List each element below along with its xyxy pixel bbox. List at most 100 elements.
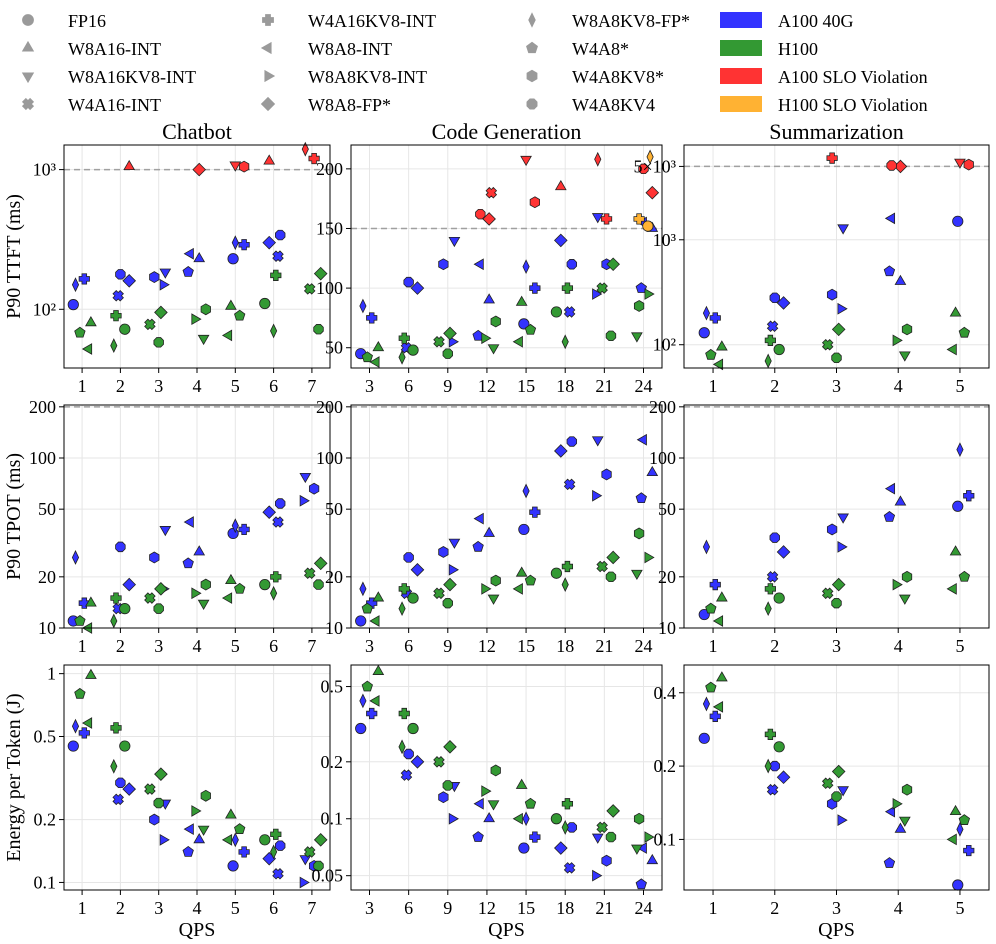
data-point: [112, 793, 124, 806]
x-tick-label: 4: [193, 898, 202, 918]
data-point: [554, 841, 568, 855]
x-tick-label: 7: [307, 636, 316, 656]
data-point: [591, 436, 604, 447]
data-point: [702, 539, 711, 555]
axes-frame: [350, 664, 663, 891]
y-tick-label: 50: [658, 499, 676, 519]
data-point: [403, 552, 414, 563]
x-axis-label: QPS: [179, 919, 216, 941]
data-point: [448, 538, 461, 549]
data-point: [901, 783, 913, 796]
data-point: [448, 237, 461, 248]
data-point: [398, 349, 406, 365]
data-point: [837, 814, 848, 827]
data-point: [561, 577, 569, 593]
x-tick-label: 4: [193, 636, 202, 656]
y-tick-label: 0.4: [654, 683, 677, 703]
data-point: [705, 602, 717, 614]
data-point: [561, 560, 574, 573]
data-point: [200, 789, 211, 802]
data-point: [512, 582, 523, 595]
panel-r0-c1: 3 6 9 12 15 18 21 24 50 100 150 200 Code Generation: [316, 119, 663, 396]
x-tick-label: 18: [556, 636, 574, 656]
data-point: [837, 513, 849, 524]
x-tick-label: 2: [116, 636, 125, 656]
y-tick-label: 10²: [653, 335, 676, 355]
data-point: [144, 318, 156, 331]
data-point: [594, 151, 602, 167]
data-point: [303, 283, 316, 295]
data-point: [592, 489, 603, 502]
data-point: [563, 862, 576, 874]
data-point: [122, 577, 137, 592]
panel-r2-c2: 1 2 3 4 5 0.1 0.2 0.4 QPS: [654, 664, 990, 941]
data-point: [263, 154, 276, 165]
data-point: [67, 299, 79, 311]
data-point: [631, 569, 643, 580]
plus-marker-icon: [262, 14, 274, 26]
data-point: [515, 778, 528, 789]
triangle-down-marker-icon: [21, 72, 35, 84]
data-point: [596, 821, 608, 834]
data-point: [892, 797, 903, 810]
data-point: [831, 791, 842, 802]
legend-label: H100 SLO Violation: [778, 95, 928, 115]
data-point: [154, 305, 168, 320]
panel-r2-c1: 3 6 9 12 15 18 21 24 0.05 0.1 0.2 0.5 QPS: [312, 664, 663, 941]
data-point: [949, 306, 962, 317]
data-point: [301, 141, 309, 157]
data-point: [518, 318, 530, 330]
x-tick-label: 3: [365, 376, 374, 396]
x-axis-label: QPS: [488, 919, 525, 941]
data-point: [485, 186, 498, 199]
data-point: [369, 694, 380, 707]
data-point: [182, 266, 194, 277]
data-point: [709, 312, 721, 324]
data-point: [197, 334, 210, 346]
data-point: [522, 483, 530, 499]
data-point: [764, 334, 776, 346]
data-point: [952, 500, 964, 512]
data-point: [110, 592, 122, 604]
data-point: [238, 239, 250, 251]
data-point: [487, 594, 500, 605]
y-axis-label: P90 TTFT (ms): [3, 194, 25, 319]
triangle-up-marker-icon: [21, 40, 35, 52]
data-point: [884, 482, 896, 495]
data-point: [192, 162, 207, 177]
data-point: [591, 833, 604, 844]
data-point: [529, 196, 540, 209]
data-point: [826, 523, 838, 536]
data-point: [561, 282, 574, 294]
data-point: [952, 215, 964, 227]
data-point: [443, 577, 457, 592]
data-point: [831, 764, 846, 779]
legend-label: W8A8-FP*: [308, 95, 391, 115]
data-point: [715, 671, 728, 682]
data-point: [361, 602, 373, 614]
x-tick-label: 2: [116, 898, 125, 918]
data-point: [398, 332, 410, 344]
data-point: [529, 831, 541, 843]
data-point: [606, 804, 620, 818]
data-point: [705, 681, 717, 693]
data-point: [299, 494, 310, 507]
data-point: [550, 306, 563, 318]
x-tick-label: 3: [832, 898, 841, 918]
data-point: [231, 235, 239, 251]
legend-entry-circle: FP16: [22, 11, 106, 31]
data-point: [773, 343, 785, 356]
legend-label: W4A16-INT: [68, 95, 161, 115]
data-point: [119, 740, 131, 752]
data-point: [956, 442, 964, 458]
data-point: [606, 257, 620, 272]
data-point: [115, 269, 126, 280]
data-point: [78, 727, 90, 739]
data-point: [483, 526, 496, 537]
y-tick-label: 200: [649, 397, 676, 417]
x-tick-label: 24: [634, 898, 652, 918]
data-point: [644, 288, 655, 300]
legend-label: H100: [778, 39, 818, 59]
data-point: [448, 812, 459, 825]
